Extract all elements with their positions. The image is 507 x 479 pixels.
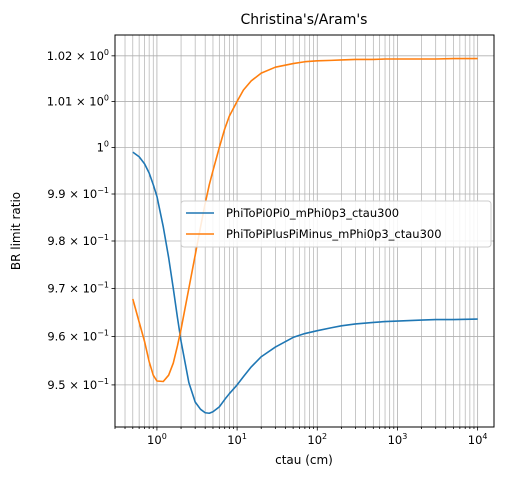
series-line-phitopipluspiminus [132,57,478,383]
legend-box [180,200,492,248]
x-tick-label: 104 [468,432,488,447]
x-tick-label: 100 [147,432,167,447]
y-tick-label: 9.6 × 10−1 [47,328,109,343]
y-tick-label: 9.9 × 10−1 [47,186,109,201]
y-tick-label: 9.5 × 10−1 [47,377,109,392]
legend: PhiToPi0Pi0_mPhi0p3_ctau300 PhiToPiPlusP… [180,200,492,248]
y-axis-label: BR limit ratio [9,192,23,270]
x-tick-label: 102 [307,432,327,447]
y-tick-label: 1.01 × 100 [47,93,109,108]
series-line-phitopi0pi0 [132,151,478,415]
y-tick-label: 10 [97,139,109,154]
x-axis-label: ctau (cm) [275,453,333,467]
chart-title: Christina's/Aram's [241,12,368,28]
y-tick-label: 9.7 × 10−1 [47,280,109,295]
y-tick-label: 1.02 × 100 [47,48,109,63]
tick-layer: 9.5 × 10−1 9.6 × 10−1 9.7 × 10−1 9.8 × 10−1… [47,48,488,447]
legend-label-phitopipluspiminus: PhiToPiPlusPiMinus_mPhi0p3_ctau300 [226,227,442,241]
x-tick-label: 101 [227,432,247,447]
y-tick-label: 9.8 × 10−1 [47,233,109,248]
series-layer [132,57,478,415]
x-tick-label: 103 [388,432,408,447]
legend-label-phitopi0pi0: PhiToPi0Pi0_mPhi0p3_ctau300 [226,206,399,220]
